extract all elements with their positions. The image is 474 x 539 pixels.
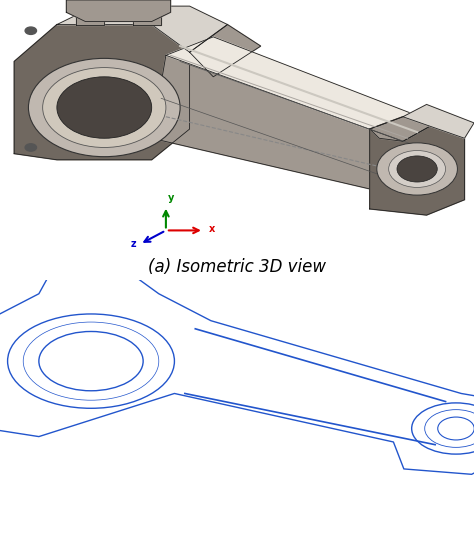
Ellipse shape: [28, 58, 180, 157]
Ellipse shape: [389, 150, 446, 188]
Polygon shape: [166, 37, 436, 141]
Polygon shape: [370, 117, 465, 215]
Polygon shape: [14, 25, 190, 160]
Polygon shape: [403, 105, 474, 138]
Ellipse shape: [438, 417, 474, 440]
Polygon shape: [152, 56, 403, 197]
Polygon shape: [66, 0, 171, 22]
Polygon shape: [76, 9, 104, 25]
Text: z: z: [130, 239, 136, 250]
Circle shape: [25, 144, 36, 151]
Circle shape: [25, 27, 36, 34]
Polygon shape: [133, 9, 161, 25]
Text: (a) Isometric 3D view: (a) Isometric 3D view: [148, 258, 326, 277]
Ellipse shape: [397, 156, 438, 182]
Polygon shape: [190, 25, 261, 77]
Ellipse shape: [39, 331, 143, 391]
Text: x: x: [209, 224, 215, 234]
Ellipse shape: [43, 67, 166, 148]
Ellipse shape: [377, 143, 457, 195]
Polygon shape: [57, 6, 228, 52]
Ellipse shape: [57, 77, 152, 138]
Text: y: y: [168, 194, 174, 203]
Polygon shape: [370, 117, 436, 141]
